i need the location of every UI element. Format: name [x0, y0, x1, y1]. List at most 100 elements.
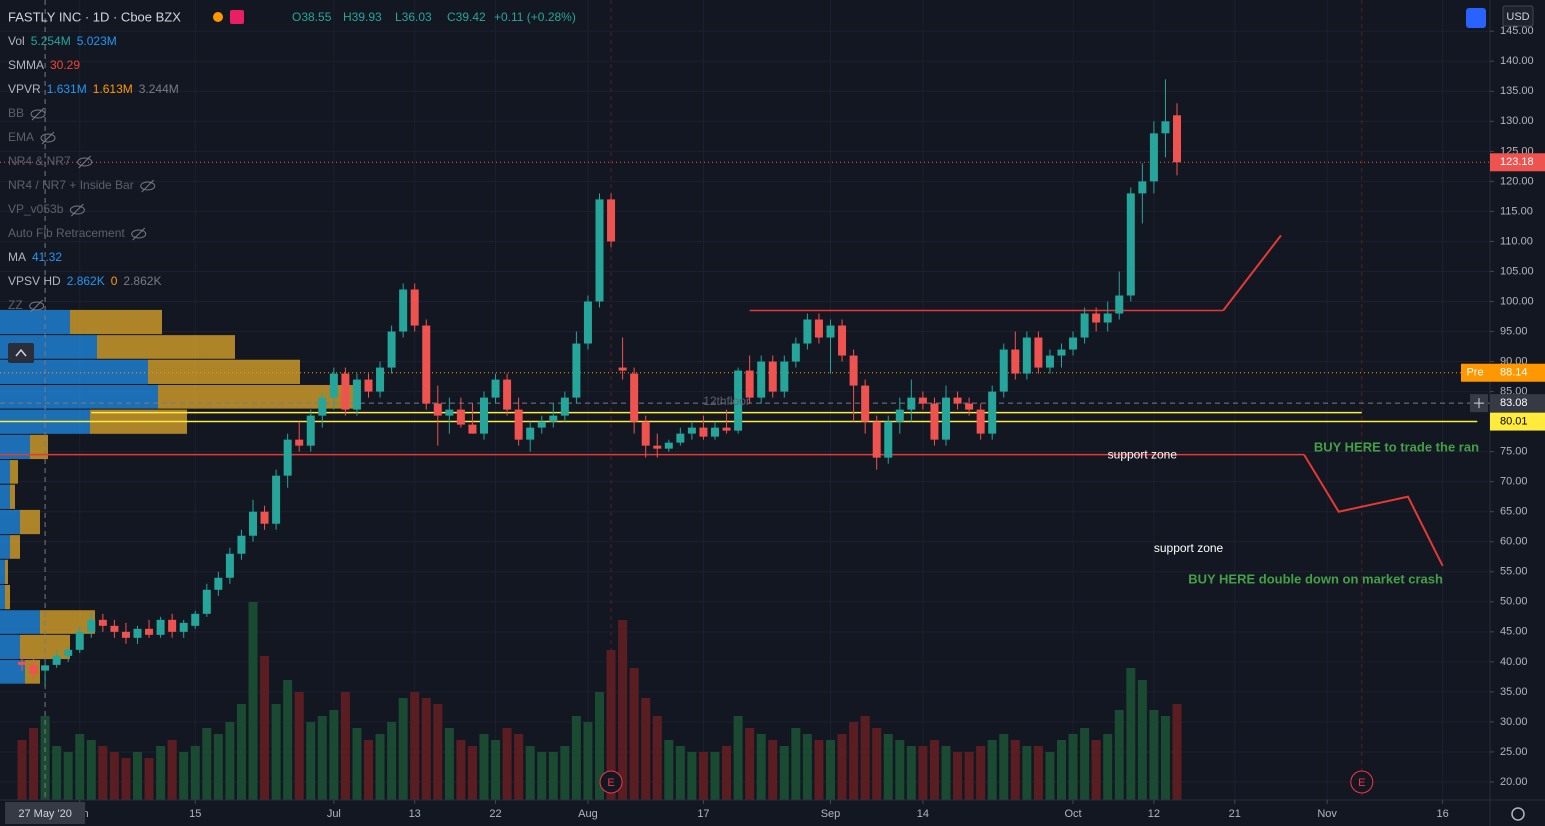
volume-bar — [225, 722, 235, 800]
y-tick-label: 70.00 — [1500, 476, 1528, 488]
volume-bar — [456, 740, 466, 800]
y-tick-label: 65.00 — [1500, 506, 1528, 518]
price-tag-label: 83.08 — [1500, 397, 1528, 409]
vpvr-down — [70, 309, 162, 335]
candle-body — [410, 289, 419, 326]
y-tick-label: 25.00 — [1500, 746, 1528, 758]
candle-body — [907, 397, 916, 410]
candle-body — [1126, 193, 1135, 296]
candle-body — [283, 439, 292, 476]
volume-bar — [271, 704, 281, 800]
annotation: support zone — [1108, 447, 1178, 461]
indicator-value: 3.244M — [139, 82, 179, 96]
price-tag-label: 88.14 — [1500, 367, 1528, 379]
volume-bar — [502, 728, 512, 800]
compare-button[interactable] — [1466, 8, 1486, 28]
candle-body — [352, 379, 361, 410]
indicator-name: VPVR — [8, 82, 41, 96]
ohlc-close: C39.42 — [447, 10, 486, 24]
volume-bar — [202, 728, 212, 800]
volume-bar — [179, 752, 189, 800]
candle-body — [826, 325, 835, 338]
collapse-button[interactable] — [8, 343, 34, 363]
hidden-eye-icon — [30, 109, 46, 119]
candle-body — [791, 343, 800, 362]
flag-icon — [213, 12, 223, 22]
annotation: BUY HERE double down on market crash — [1188, 572, 1443, 587]
candle-body — [1103, 313, 1112, 323]
vpvr-down — [30, 434, 48, 460]
settings-icon[interactable] — [1511, 807, 1525, 821]
candle-body — [780, 361, 789, 392]
hidden-eye-slash — [78, 155, 92, 169]
volume-bar — [387, 722, 397, 800]
ohlc-high: H39.93 — [343, 10, 382, 24]
indicator-name: VP_v053b — [8, 202, 64, 216]
candle-body — [202, 589, 211, 614]
indicator-name: SMMA — [8, 58, 44, 72]
volume-bar — [1172, 704, 1182, 800]
volume-bar — [883, 734, 893, 800]
hidden-eye-icon — [40, 133, 56, 143]
indicator-name: NR4 / NR7 + Inside Bar — [8, 178, 134, 192]
indicator-name: MA — [8, 250, 26, 264]
volume-bar — [329, 710, 339, 800]
candle-body — [468, 424, 477, 434]
volume-bar — [895, 740, 905, 800]
volume-bar — [1057, 740, 1066, 800]
hidden-eye-slash — [31, 107, 45, 121]
volume-bar — [629, 668, 639, 800]
volume-bar — [1010, 740, 1020, 800]
candle-body — [29, 664, 38, 674]
volume-bar — [17, 740, 27, 800]
hidden-eye-slash — [141, 179, 155, 193]
earnings-marker — [1350, 770, 1374, 794]
candle-body — [433, 403, 442, 416]
vpvr-up — [0, 434, 30, 460]
candle-body — [295, 439, 304, 446]
volume-bar — [1126, 668, 1136, 800]
candle-body — [1080, 313, 1089, 338]
candle-body — [1138, 181, 1147, 194]
candle-body — [1011, 349, 1020, 374]
hidden-eye-slash — [132, 227, 146, 241]
vpvr-up — [0, 610, 40, 634]
indicator-name: Auto Fib Retracement — [8, 226, 125, 240]
indicator-value: 1.631M — [47, 82, 87, 96]
annotation: support zone — [1154, 541, 1224, 555]
volume-bar — [1080, 728, 1090, 800]
candle-body — [918, 397, 927, 404]
volume-bar — [675, 746, 685, 800]
candle-body — [872, 421, 881, 458]
candle-body — [214, 577, 223, 590]
volume-bar — [583, 722, 593, 800]
candle-body — [376, 367, 385, 392]
volume-bar — [283, 680, 293, 800]
currency-box[interactable] — [1502, 5, 1534, 27]
y-tick-label: 145.00 — [1500, 25, 1534, 37]
indicator-value: 0 — [111, 274, 118, 288]
vpvr-down — [5, 584, 10, 610]
flag-icon — [230, 10, 244, 24]
x-tick-label: Sep — [821, 808, 841, 820]
candle-body — [318, 397, 327, 416]
hidden-eye-icon — [77, 157, 93, 167]
candle-body — [249, 511, 257, 536]
volume-bar — [121, 758, 131, 800]
vpvr-down — [20, 509, 40, 535]
vpvr-down — [10, 460, 18, 484]
price-tag — [1490, 363, 1545, 382]
volume-bar — [664, 740, 674, 800]
x-tick-label: 15 — [189, 808, 201, 820]
volume-bar — [433, 704, 443, 800]
volume-bar — [306, 722, 316, 800]
candle-body — [999, 349, 1008, 392]
volume-bar — [814, 740, 824, 800]
candle-body — [18, 661, 26, 665]
volume-bar — [779, 746, 789, 800]
volume-bar — [756, 734, 766, 800]
candle-body — [757, 361, 766, 398]
candle-body — [895, 409, 904, 422]
price-tag-label: 123.18 — [1500, 156, 1534, 168]
